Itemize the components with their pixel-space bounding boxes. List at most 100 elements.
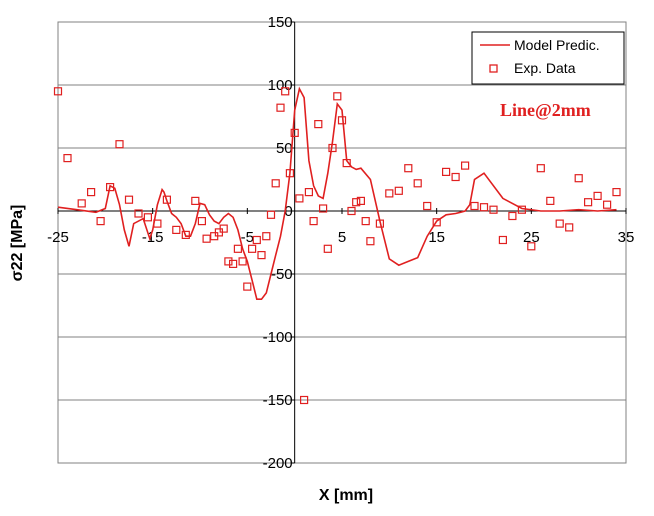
y-tick-label-2: -100 (263, 329, 293, 346)
exp-point-8 (134, 209, 143, 218)
exp-point-22 (233, 244, 242, 253)
exp-point-68 (536, 164, 545, 173)
exp-point-69 (546, 196, 555, 205)
exp-point-49 (361, 217, 370, 226)
exp-point-59 (451, 172, 460, 182)
y-tick-labels: -200 -150 -100 -50 0 50 100 150 (263, 14, 293, 472)
exp-point-74 (593, 191, 602, 200)
exp-point-29 (266, 210, 276, 219)
series-line-model-predic (57, 86, 617, 300)
exp-point-31 (276, 103, 285, 112)
exp-point-58 (442, 167, 451, 176)
exp-point-75 (602, 200, 612, 209)
exp-point-64 (498, 235, 507, 245)
exp-point-38 (309, 217, 318, 226)
exp-point-11 (162, 195, 171, 204)
exp-point-20 (224, 257, 233, 266)
line-annotation: Line@2mm (500, 100, 591, 120)
exp-point-43 (333, 92, 342, 101)
exp-point-21 (229, 259, 238, 268)
x-tick-label-3: 5 (338, 229, 346, 246)
exp-point-30 (271, 179, 280, 188)
exp-point-33 (285, 169, 294, 178)
exp-point-61 (470, 201, 479, 211)
exp-point-1 (63, 154, 72, 163)
exp-point-12 (172, 225, 181, 234)
series-points-exp-data (53, 87, 621, 405)
exp-point-9 (143, 213, 152, 222)
y-tick-label-7: 150 (268, 14, 293, 31)
y-tick-label-1: -150 (263, 392, 293, 409)
y-axis-title: σ22 [MPa] (9, 205, 26, 282)
exp-point-16 (202, 234, 211, 243)
exp-point-42 (328, 143, 337, 153)
exp-point-13 (181, 230, 190, 239)
exp-point-24 (243, 282, 252, 291)
exp-point-76 (612, 188, 621, 197)
exp-point-14 (191, 196, 200, 205)
exp-point-39 (314, 119, 323, 129)
exp-point-55 (413, 179, 422, 188)
exp-point-65 (508, 211, 517, 221)
exp-point-45 (342, 159, 351, 168)
exp-point-70 (555, 219, 564, 228)
exp-point-25 (248, 244, 257, 253)
x-axis-title: X [mm] (319, 487, 373, 504)
exp-point-57 (432, 218, 441, 227)
exp-point-73 (583, 198, 593, 207)
exp-point-28 (262, 232, 271, 241)
exp-point-23 (238, 257, 247, 266)
exp-point-27 (257, 251, 266, 260)
exp-point-66 (517, 205, 527, 214)
exp-point-54 (404, 164, 413, 173)
legend-box (471, 31, 625, 85)
exp-point-51 (375, 219, 384, 228)
exp-point-60 (461, 161, 470, 170)
exp-point-40 (319, 204, 328, 213)
exp-point-5 (105, 183, 115, 192)
exp-point-62 (479, 203, 489, 212)
y-tick-label-0: -200 (263, 455, 293, 472)
exp-point-50 (366, 237, 375, 246)
exp-point-6 (115, 140, 124, 149)
exp-point-26 (252, 235, 261, 245)
exp-point-36 (300, 395, 309, 405)
x-tick-labels: -25 -15 -5 5 15 25 35 (47, 229, 634, 246)
exp-point-44 (337, 116, 347, 125)
exp-point-71 (565, 223, 574, 232)
exp-point-15 (197, 217, 206, 226)
exp-point-41 (323, 244, 332, 253)
exp-point-56 (423, 201, 432, 211)
exp-point-53 (394, 186, 403, 195)
legend-label-model: Model Predic. (514, 37, 600, 53)
exp-point-72 (574, 174, 583, 183)
exp-point-52 (385, 189, 394, 198)
exp-point-67 (527, 242, 536, 251)
x-tick-label-2: -5 (241, 229, 254, 246)
y-tick-label-4: 0 (284, 203, 292, 220)
exp-point-3 (86, 188, 96, 197)
exp-point-63 (489, 205, 498, 214)
exp-point-2 (77, 199, 86, 208)
x-tick-label-5: 25 (523, 229, 540, 246)
exp-point-48 (356, 196, 365, 205)
x-tick-label-6: 35 (618, 229, 635, 246)
plot-frame (57, 21, 627, 464)
x-tick-label-4: 15 (428, 229, 445, 246)
legend-square-swatch (489, 64, 498, 73)
exp-point-37 (304, 188, 313, 197)
y-tick-label-6: 100 (268, 77, 293, 94)
exp-point-34 (290, 128, 299, 137)
exp-point-7 (124, 195, 134, 204)
exp-point-47 (352, 198, 361, 207)
exp-point-46 (347, 206, 356, 216)
exp-point-0 (53, 87, 63, 96)
y-tick-label-5: 50 (276, 140, 293, 157)
exp-point-32 (281, 87, 290, 96)
y-tick-marks (290, 21, 295, 464)
exp-point-4 (96, 217, 105, 226)
legend: Model Predic. Exp. Data (471, 31, 625, 85)
y-tick-label-3: -50 (271, 266, 293, 283)
exp-point-35 (295, 194, 304, 203)
